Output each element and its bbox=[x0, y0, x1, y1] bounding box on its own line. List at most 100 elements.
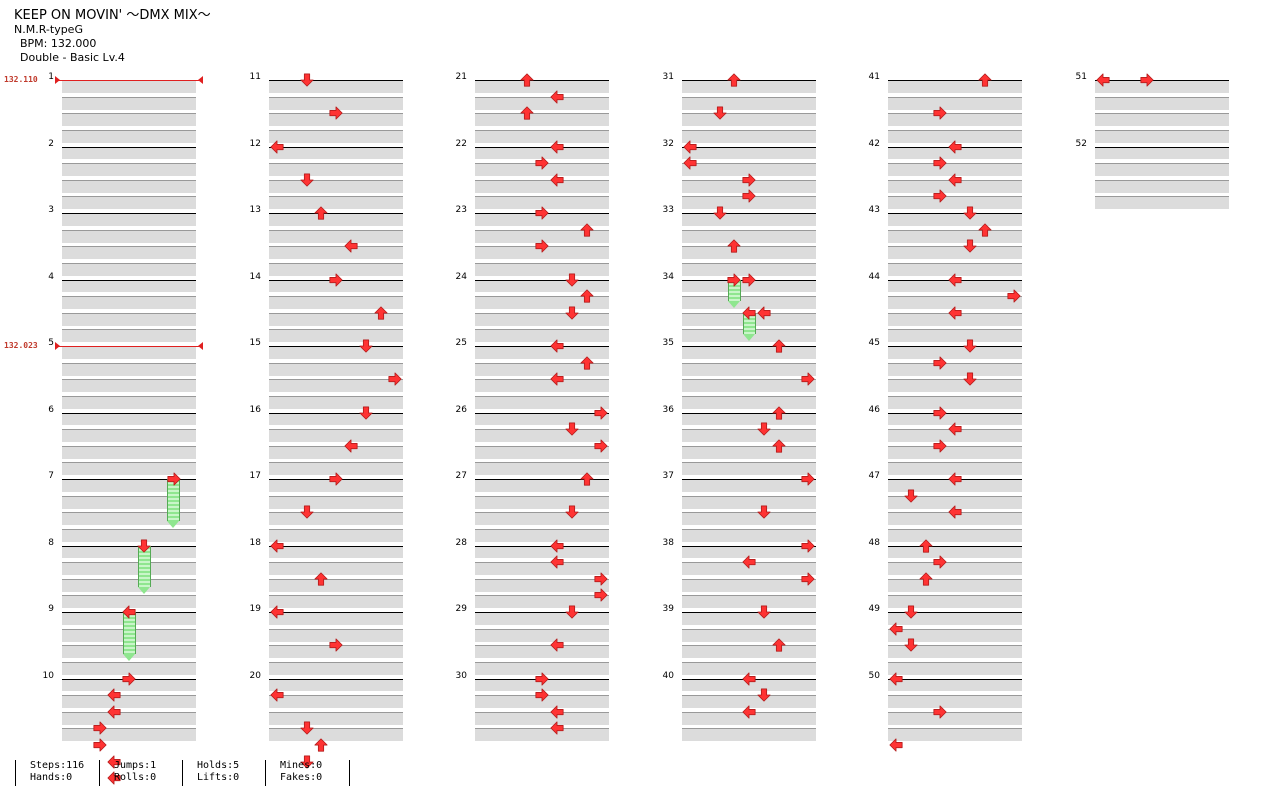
measure-lane bbox=[475, 179, 609, 193]
measure-lane bbox=[269, 312, 403, 326]
measure-line bbox=[269, 346, 403, 347]
right-arrow-icon bbox=[801, 472, 815, 486]
down-arrow-icon bbox=[904, 489, 918, 503]
left-arrow-icon bbox=[757, 306, 771, 320]
left-arrow-icon bbox=[107, 688, 121, 702]
measure-lane bbox=[475, 612, 609, 625]
left-arrow-icon bbox=[550, 705, 564, 719]
measure-lane bbox=[888, 113, 1022, 127]
measure-lane bbox=[682, 412, 816, 426]
measure-lane bbox=[62, 711, 196, 725]
measure-lane bbox=[62, 196, 196, 210]
measure-lane bbox=[888, 163, 1022, 177]
measure-line bbox=[62, 479, 196, 480]
bpm-change-label: 132.023 bbox=[4, 341, 38, 350]
measure-number: 9 bbox=[48, 604, 54, 614]
up-arrow-icon bbox=[580, 289, 594, 303]
stat-group: Steps:116 Hands:0 bbox=[15, 760, 84, 786]
measure-lane bbox=[62, 346, 196, 359]
bpm-marker-right bbox=[198, 76, 203, 84]
down-arrow-icon bbox=[757, 505, 771, 519]
measure-lane bbox=[682, 213, 816, 226]
measure-number: 47 bbox=[868, 471, 880, 481]
measure-line bbox=[475, 412, 609, 414]
measure-lane bbox=[1095, 129, 1229, 143]
up-arrow-icon bbox=[772, 638, 786, 652]
measure-lane bbox=[682, 528, 816, 542]
measure-lane bbox=[1095, 196, 1229, 210]
down-arrow-icon bbox=[300, 754, 314, 769]
right-arrow-icon bbox=[933, 555, 947, 569]
measure-line bbox=[475, 346, 609, 347]
measure-lane bbox=[269, 346, 403, 359]
up-arrow-icon bbox=[520, 73, 534, 87]
measure-lane bbox=[475, 312, 609, 326]
measure-lane bbox=[888, 395, 1022, 409]
measure-lane bbox=[269, 379, 403, 393]
measure-number: 29 bbox=[455, 604, 467, 614]
right-arrow-icon bbox=[801, 372, 815, 386]
left-arrow-icon bbox=[550, 372, 564, 386]
measure-lane bbox=[62, 429, 196, 443]
down-arrow-icon bbox=[904, 638, 918, 652]
measure-lane bbox=[269, 595, 403, 609]
left-arrow-icon bbox=[948, 422, 962, 436]
measure-lane bbox=[475, 412, 609, 426]
measure-lane bbox=[1095, 146, 1229, 160]
stat-primary: Mines:0 bbox=[280, 760, 323, 771]
measure-line bbox=[475, 279, 609, 281]
measure-lane bbox=[1095, 80, 1229, 93]
right-arrow-icon bbox=[933, 156, 947, 170]
chart-difficulty: Double - Basic Lv.4 bbox=[20, 51, 125, 64]
measure-lane bbox=[269, 80, 403, 93]
measure-lane bbox=[888, 645, 1022, 659]
measure-lane bbox=[682, 462, 816, 476]
measure-lane bbox=[269, 528, 403, 542]
measure-lane bbox=[269, 96, 403, 110]
measure-lane bbox=[888, 678, 1022, 692]
measure-lane bbox=[888, 628, 1022, 642]
measure-lane bbox=[269, 129, 403, 143]
measure-lane bbox=[888, 362, 1022, 376]
left-arrow-icon bbox=[270, 688, 284, 702]
measure-lane bbox=[62, 379, 196, 393]
measure-line bbox=[62, 146, 196, 148]
measure-number: 35 bbox=[662, 338, 674, 348]
right-arrow-icon bbox=[122, 671, 136, 686]
measure-lane bbox=[682, 578, 816, 592]
measure-lane bbox=[269, 179, 403, 193]
up-arrow-icon bbox=[727, 73, 741, 87]
stat-secondary: Hands:0 bbox=[30, 772, 73, 783]
measure-number: 13 bbox=[249, 205, 261, 215]
stat-group: Jumps:1 Rolls:0 bbox=[99, 760, 156, 786]
measure-lane bbox=[62, 462, 196, 476]
down-arrow-icon bbox=[713, 106, 727, 120]
measure-lane bbox=[62, 562, 196, 576]
measure-line bbox=[888, 346, 1022, 347]
left-arrow-icon bbox=[107, 754, 121, 769]
bpm-marker-left bbox=[55, 342, 60, 350]
measure-lane bbox=[475, 379, 609, 393]
song-artist: N.M.R-typeG bbox=[14, 23, 83, 36]
measure-number: 17 bbox=[249, 471, 261, 481]
measure-lane bbox=[682, 495, 816, 509]
bpm-change-label: 132.110 bbox=[4, 75, 38, 84]
measure-lane bbox=[682, 146, 816, 160]
up-arrow-icon bbox=[314, 572, 328, 586]
up-arrow-icon bbox=[727, 239, 741, 253]
measure-lane bbox=[269, 695, 403, 709]
measure-lane bbox=[682, 728, 816, 742]
measure-number: 2 bbox=[48, 138, 54, 149]
measure-lane bbox=[888, 379, 1022, 393]
measure-lane bbox=[269, 296, 403, 310]
measure-lane bbox=[62, 129, 196, 143]
right-arrow-icon bbox=[801, 538, 815, 553]
measure-lane bbox=[475, 395, 609, 409]
measure-number: 26 bbox=[455, 404, 467, 415]
measure-lane bbox=[62, 246, 196, 260]
measure-line bbox=[269, 146, 403, 148]
measure-line bbox=[682, 146, 816, 148]
song-title: KEEP ON MOVIN' ～DMX MIX～ bbox=[14, 8, 211, 23]
measure-number: 4 bbox=[48, 271, 54, 282]
up-arrow-icon bbox=[314, 738, 328, 752]
